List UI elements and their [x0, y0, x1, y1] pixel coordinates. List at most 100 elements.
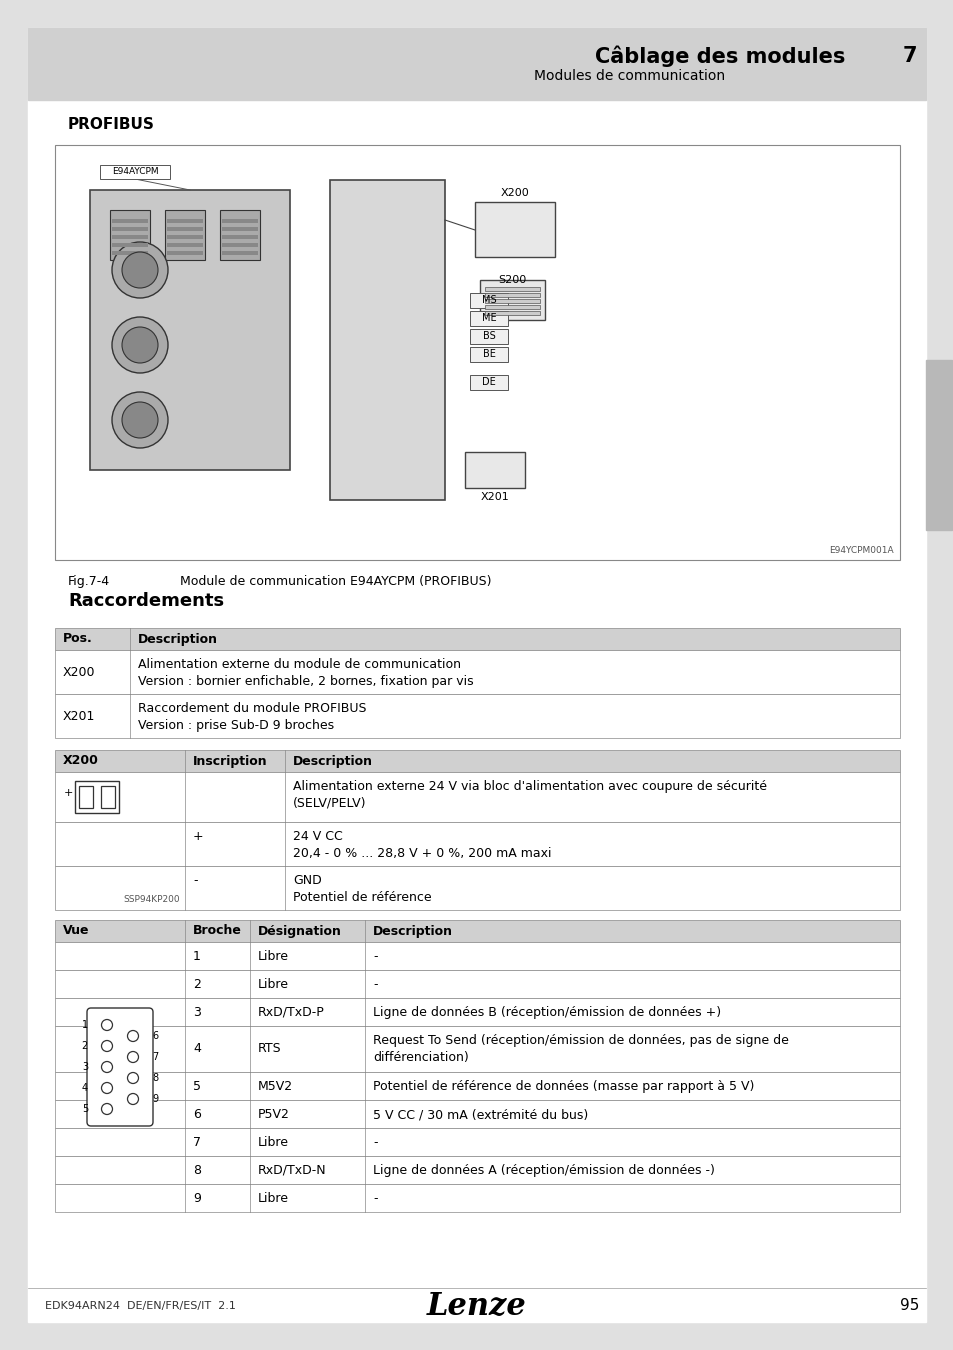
Text: -: -	[373, 950, 377, 963]
Bar	[75, 782, 119, 813]
Circle shape	[101, 1103, 112, 1115]
Text: Libre: Libre	[257, 977, 289, 991]
Bar	[112, 219, 148, 223]
Bar	[484, 298, 539, 302]
Bar	[55, 971, 899, 998]
Bar	[925, 360, 951, 531]
Circle shape	[128, 1094, 138, 1104]
Text: X201: X201	[480, 491, 509, 502]
Text: -: -	[193, 873, 197, 887]
Circle shape	[101, 1019, 112, 1030]
Text: -: -	[373, 1192, 377, 1206]
Text: +: +	[64, 788, 73, 798]
Circle shape	[122, 402, 158, 437]
Bar	[165, 211, 205, 261]
Bar	[112, 227, 148, 231]
Circle shape	[128, 1072, 138, 1084]
Bar	[55, 865, 899, 910]
Text: Description: Description	[293, 755, 373, 768]
Text: 7: 7	[902, 46, 916, 66]
Bar	[222, 251, 257, 255]
Text: S200: S200	[497, 275, 525, 285]
Bar	[100, 165, 170, 180]
Text: X200: X200	[63, 666, 95, 679]
Text: 95: 95	[900, 1299, 919, 1314]
Text: 1: 1	[193, 949, 201, 963]
Text: +: +	[193, 830, 203, 842]
Text: E94AYCPM: E94AYCPM	[112, 167, 158, 177]
Text: Raccordement du module PROFIBUS
Version : prise Sub-D 9 broches: Raccordement du module PROFIBUS Version …	[138, 702, 366, 732]
Text: -: -	[373, 1135, 377, 1149]
Bar	[484, 293, 539, 297]
Text: 1: 1	[82, 1021, 88, 1030]
Text: 3: 3	[82, 1062, 88, 1072]
Bar	[470, 347, 507, 362]
Text: 9: 9	[152, 1094, 158, 1104]
Bar	[112, 243, 148, 247]
Bar	[220, 211, 260, 261]
Text: Description: Description	[373, 925, 453, 937]
Text: MS: MS	[481, 296, 496, 305]
Bar	[55, 942, 899, 971]
Circle shape	[112, 317, 168, 373]
Text: 2: 2	[82, 1041, 88, 1052]
Text: Fig.7-4: Fig.7-4	[68, 575, 110, 589]
Bar	[55, 1156, 899, 1184]
Bar	[470, 375, 507, 390]
Text: Libre: Libre	[257, 949, 289, 963]
Text: Alimentation externe 24 V via bloc d'alimentation avec coupure de sécurité
(SELV: Alimentation externe 24 V via bloc d'ali…	[293, 780, 766, 810]
Bar	[55, 628, 899, 649]
Text: DE: DE	[481, 377, 496, 387]
Circle shape	[122, 327, 158, 363]
Text: Pos.: Pos.	[63, 633, 92, 645]
Bar	[55, 1026, 899, 1072]
Text: Ligne de données B (réception/émission de données +): Ligne de données B (réception/émission d…	[373, 1006, 720, 1019]
Circle shape	[112, 392, 168, 448]
Bar	[55, 919, 899, 942]
Text: Lenze: Lenze	[427, 1291, 526, 1322]
Bar	[470, 310, 507, 325]
Bar	[55, 1100, 899, 1129]
Text: SSP94KP200: SSP94KP200	[123, 895, 180, 905]
Circle shape	[101, 1083, 112, 1094]
Bar	[55, 998, 899, 1026]
Bar	[470, 293, 507, 308]
Text: Inscription: Inscription	[193, 755, 268, 768]
Text: Request To Send (réception/émission de données, pas de signe de
différenciation): Request To Send (réception/émission de d…	[373, 1034, 788, 1064]
Bar	[484, 305, 539, 309]
Bar	[101, 786, 115, 809]
Text: X201: X201	[63, 710, 95, 722]
Circle shape	[101, 1041, 112, 1052]
Bar	[464, 452, 524, 487]
Text: -: -	[373, 977, 377, 991]
Text: 5: 5	[82, 1104, 88, 1114]
Text: 9: 9	[193, 1192, 201, 1204]
Bar	[475, 202, 555, 256]
Text: 8: 8	[193, 1164, 201, 1176]
Text: Alimentation externe du module de communication
Version : bornier enfichable, 2 : Alimentation externe du module de commun…	[138, 657, 473, 688]
Text: Broche: Broche	[193, 925, 242, 937]
Bar	[470, 329, 507, 344]
Bar	[55, 1129, 899, 1156]
Text: 24 V CC
20,4 - 0 % ... 28,8 V + 0 %, 200 mA maxi: 24 V CC 20,4 - 0 % ... 28,8 V + 0 %, 200…	[293, 830, 551, 860]
Text: Libre: Libre	[257, 1192, 289, 1204]
Text: Ligne de données A (réception/émission de données -): Ligne de données A (réception/émission d…	[373, 1164, 714, 1177]
Text: 6: 6	[193, 1107, 201, 1120]
Text: E94YCPM001A: E94YCPM001A	[828, 545, 893, 555]
Circle shape	[128, 1052, 138, 1062]
Text: X200: X200	[63, 755, 99, 768]
Bar	[167, 251, 203, 255]
Text: 7: 7	[193, 1135, 201, 1149]
Circle shape	[122, 252, 158, 288]
Circle shape	[101, 1061, 112, 1072]
Text: 4: 4	[193, 1042, 201, 1056]
Text: RTS: RTS	[257, 1042, 281, 1056]
Text: 6: 6	[152, 1031, 158, 1041]
Text: ME: ME	[481, 313, 496, 323]
Bar	[330, 180, 444, 500]
Text: Libre: Libre	[257, 1135, 289, 1149]
Text: BS: BS	[482, 331, 495, 342]
Text: RxD/TxD-P: RxD/TxD-P	[257, 1006, 324, 1018]
Bar	[112, 251, 148, 255]
Bar	[55, 649, 899, 694]
